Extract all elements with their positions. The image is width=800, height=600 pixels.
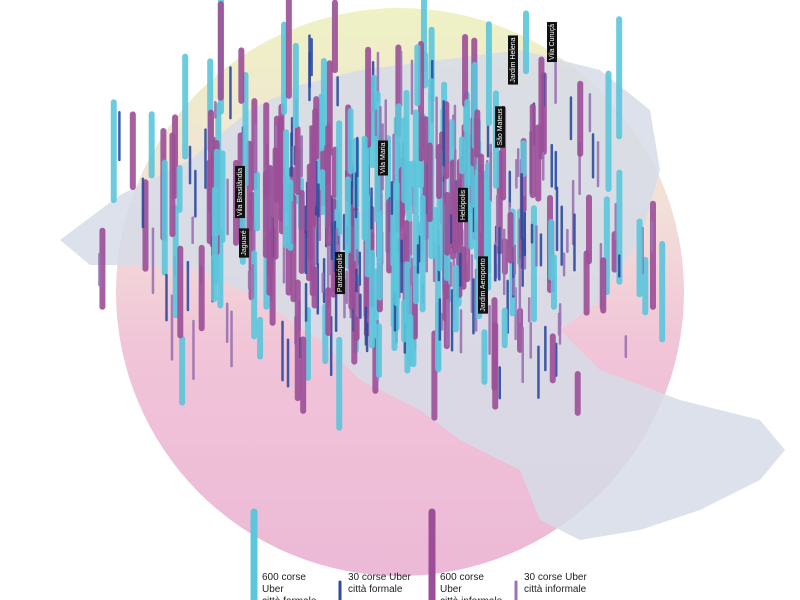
place-name: Jaguaré xyxy=(241,230,248,255)
legend-text: città formale xyxy=(262,596,317,600)
place-name: Vila Maria xyxy=(380,142,387,173)
legend-text: città formale xyxy=(348,584,403,595)
place-label: Vila Maria xyxy=(378,140,388,176)
label-box xyxy=(495,106,505,148)
place-label: Vila Curuçá xyxy=(547,21,557,63)
place-labels: Vila Brasilândia Jaguaré Vila Maria Paraisó… xyxy=(235,21,557,314)
place-name: Paraisópolis xyxy=(337,253,344,292)
label-box xyxy=(458,187,468,223)
place-name: Jardim Helena xyxy=(510,37,517,82)
place-label: Jardim Aeroporto xyxy=(478,256,488,314)
place-name: Vila Brasilândia xyxy=(237,168,244,216)
place-name: Vila Curuçá xyxy=(549,24,556,60)
legend-text: 600 corse xyxy=(262,572,306,583)
place-label: Jardim Helena xyxy=(508,35,518,85)
place-label: Heliópolis xyxy=(458,187,468,223)
label-box xyxy=(335,251,345,295)
legend-text: 600 corse xyxy=(440,572,484,583)
ride-bars xyxy=(98,0,666,431)
label-box xyxy=(547,21,557,63)
legend-text: Uber xyxy=(262,584,284,595)
place-label: Paraisópolis xyxy=(335,251,345,295)
label-box xyxy=(239,228,249,258)
legend-text: 30 corse Uber xyxy=(524,572,587,583)
place-label: Vila Brasilândia xyxy=(235,165,245,219)
label-box xyxy=(378,140,388,176)
label-box xyxy=(508,35,518,85)
place-label: São Mateus xyxy=(495,106,505,148)
label-box xyxy=(235,165,245,219)
place-name: Heliópolis xyxy=(460,189,467,220)
place-name: São Mateus xyxy=(497,108,504,146)
legend-text: città informale xyxy=(440,596,503,600)
legend-text: città informale xyxy=(524,584,587,595)
label-box xyxy=(478,256,488,314)
legend-text: Uber xyxy=(440,584,462,595)
place-label: Jaguaré xyxy=(239,228,249,258)
place-name: Jardim Aeroporto xyxy=(480,258,487,311)
legend-text: 30 corse Uber xyxy=(348,572,411,583)
